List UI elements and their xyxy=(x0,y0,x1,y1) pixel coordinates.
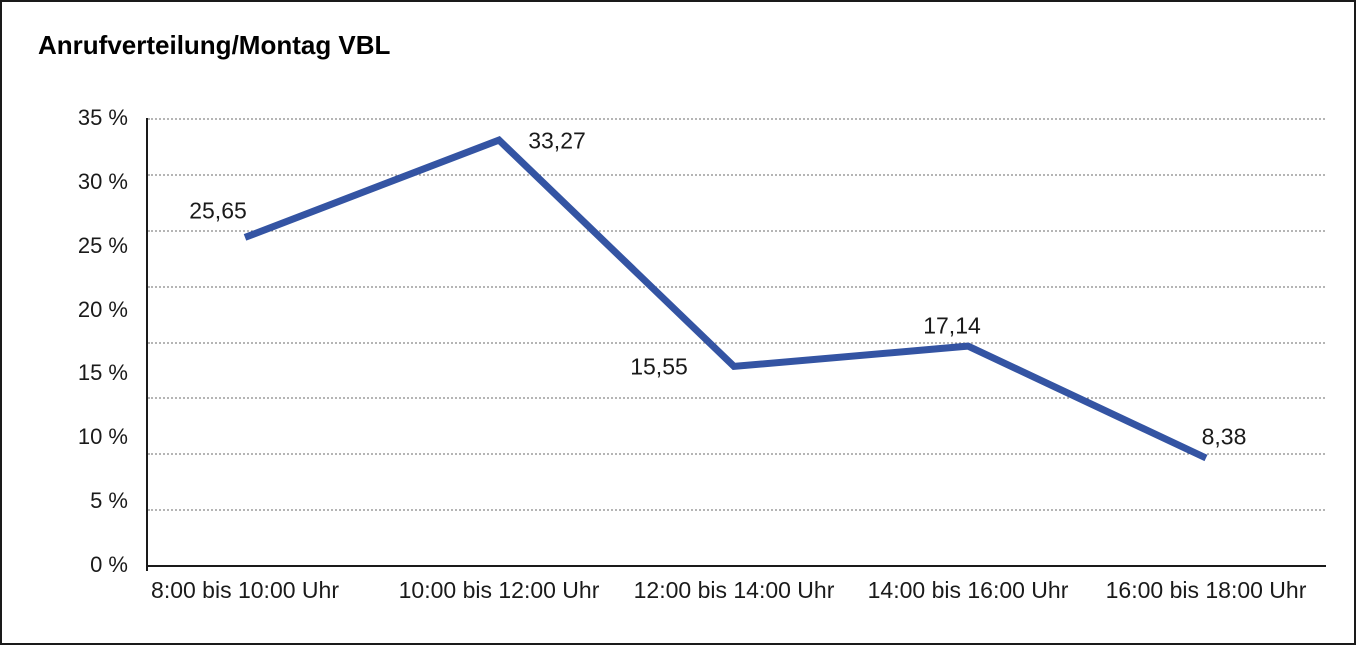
x-axis-line xyxy=(146,565,1326,567)
y-tick-label: 20 % xyxy=(77,296,128,322)
x-category-label: 14:00 bis 16:00 Uhr xyxy=(867,577,1069,603)
gridline xyxy=(148,230,1325,232)
chart-title: Anrufverteilung/Montag VBL xyxy=(38,30,391,60)
y-tick-label: 25 % xyxy=(77,232,128,258)
y-tick-label: 5 % xyxy=(90,488,128,514)
gridline xyxy=(148,174,1325,176)
x-category-label: 8:00 bis 10:00 Uhr xyxy=(151,577,339,603)
value-label: 25,65 xyxy=(189,197,247,224)
gridline xyxy=(148,509,1325,511)
y-tick-label: 35 % xyxy=(77,105,128,130)
gridline xyxy=(148,342,1325,343)
y-tick-label: 0 % xyxy=(90,552,128,577)
x-category-label: 10:00 bis 12:00 Uhr xyxy=(398,577,600,603)
x-category-label: 12:00 bis 14:00 Uhr xyxy=(633,577,835,603)
value-label: 33,27 xyxy=(528,127,586,154)
gridline xyxy=(148,118,1325,120)
y-tick-label: 30 % xyxy=(77,168,128,194)
value-label: 17,14 xyxy=(923,312,981,339)
value-label: 8,38 xyxy=(1201,423,1247,450)
value-label: 15,55 xyxy=(630,353,688,380)
y-tick-label: 10 % xyxy=(77,424,128,450)
gridline xyxy=(148,286,1325,288)
y-axis-line xyxy=(146,118,148,571)
x-category-label: 16:00 bis 18:00 Uhr xyxy=(1105,577,1307,603)
y-tick-label: 15 % xyxy=(77,360,128,386)
